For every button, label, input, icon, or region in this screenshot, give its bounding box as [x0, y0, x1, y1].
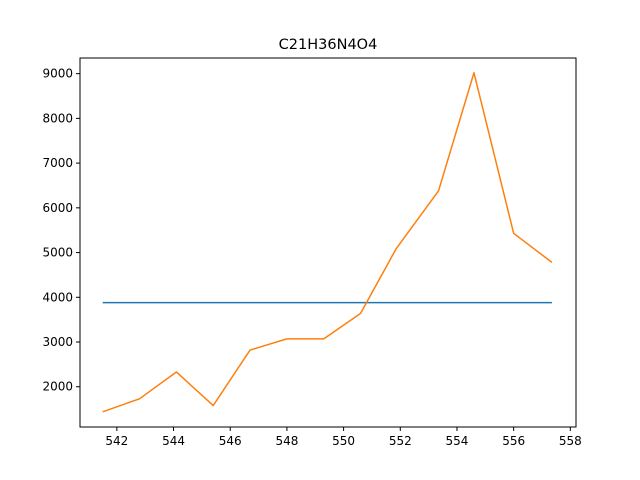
series-layer: [102, 72, 553, 413]
x-tick-label: 542: [105, 434, 128, 448]
chart-title: C21H36N4O4: [279, 37, 378, 53]
plot-frame: [79, 57, 577, 428]
y-axis: 2000 3000 4000 5000 6000 7000 8000 9000: [42, 67, 80, 394]
x-tick-label: 556: [502, 434, 525, 448]
y-tick-label: 7000: [42, 156, 73, 170]
y-tick-label: 6000: [42, 201, 73, 215]
series-line-2: [102, 72, 553, 413]
x-axis: 542 544 546 548 550 552 554 556 558: [105, 427, 582, 448]
y-tick-label: 8000: [42, 111, 73, 125]
x-tick-label: 548: [275, 434, 298, 448]
y-tick-label: 3000: [42, 335, 73, 349]
x-tick-label: 550: [332, 434, 355, 448]
x-tick-label: 552: [389, 434, 412, 448]
y-tick-label: 4000: [42, 290, 73, 304]
y-tick-label: 2000: [42, 380, 73, 394]
x-tick-label: 546: [219, 434, 242, 448]
x-tick-label: 554: [446, 434, 469, 448]
x-tick-label: 558: [559, 434, 582, 448]
x-tick-label: 544: [162, 434, 185, 448]
y-tick-label: 9000: [42, 67, 73, 81]
y-tick-label: 5000: [42, 246, 73, 260]
